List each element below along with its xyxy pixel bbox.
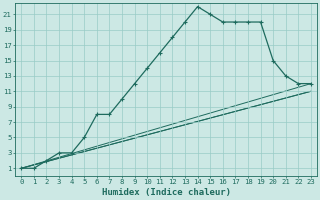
- X-axis label: Humidex (Indice chaleur): Humidex (Indice chaleur): [102, 188, 231, 197]
